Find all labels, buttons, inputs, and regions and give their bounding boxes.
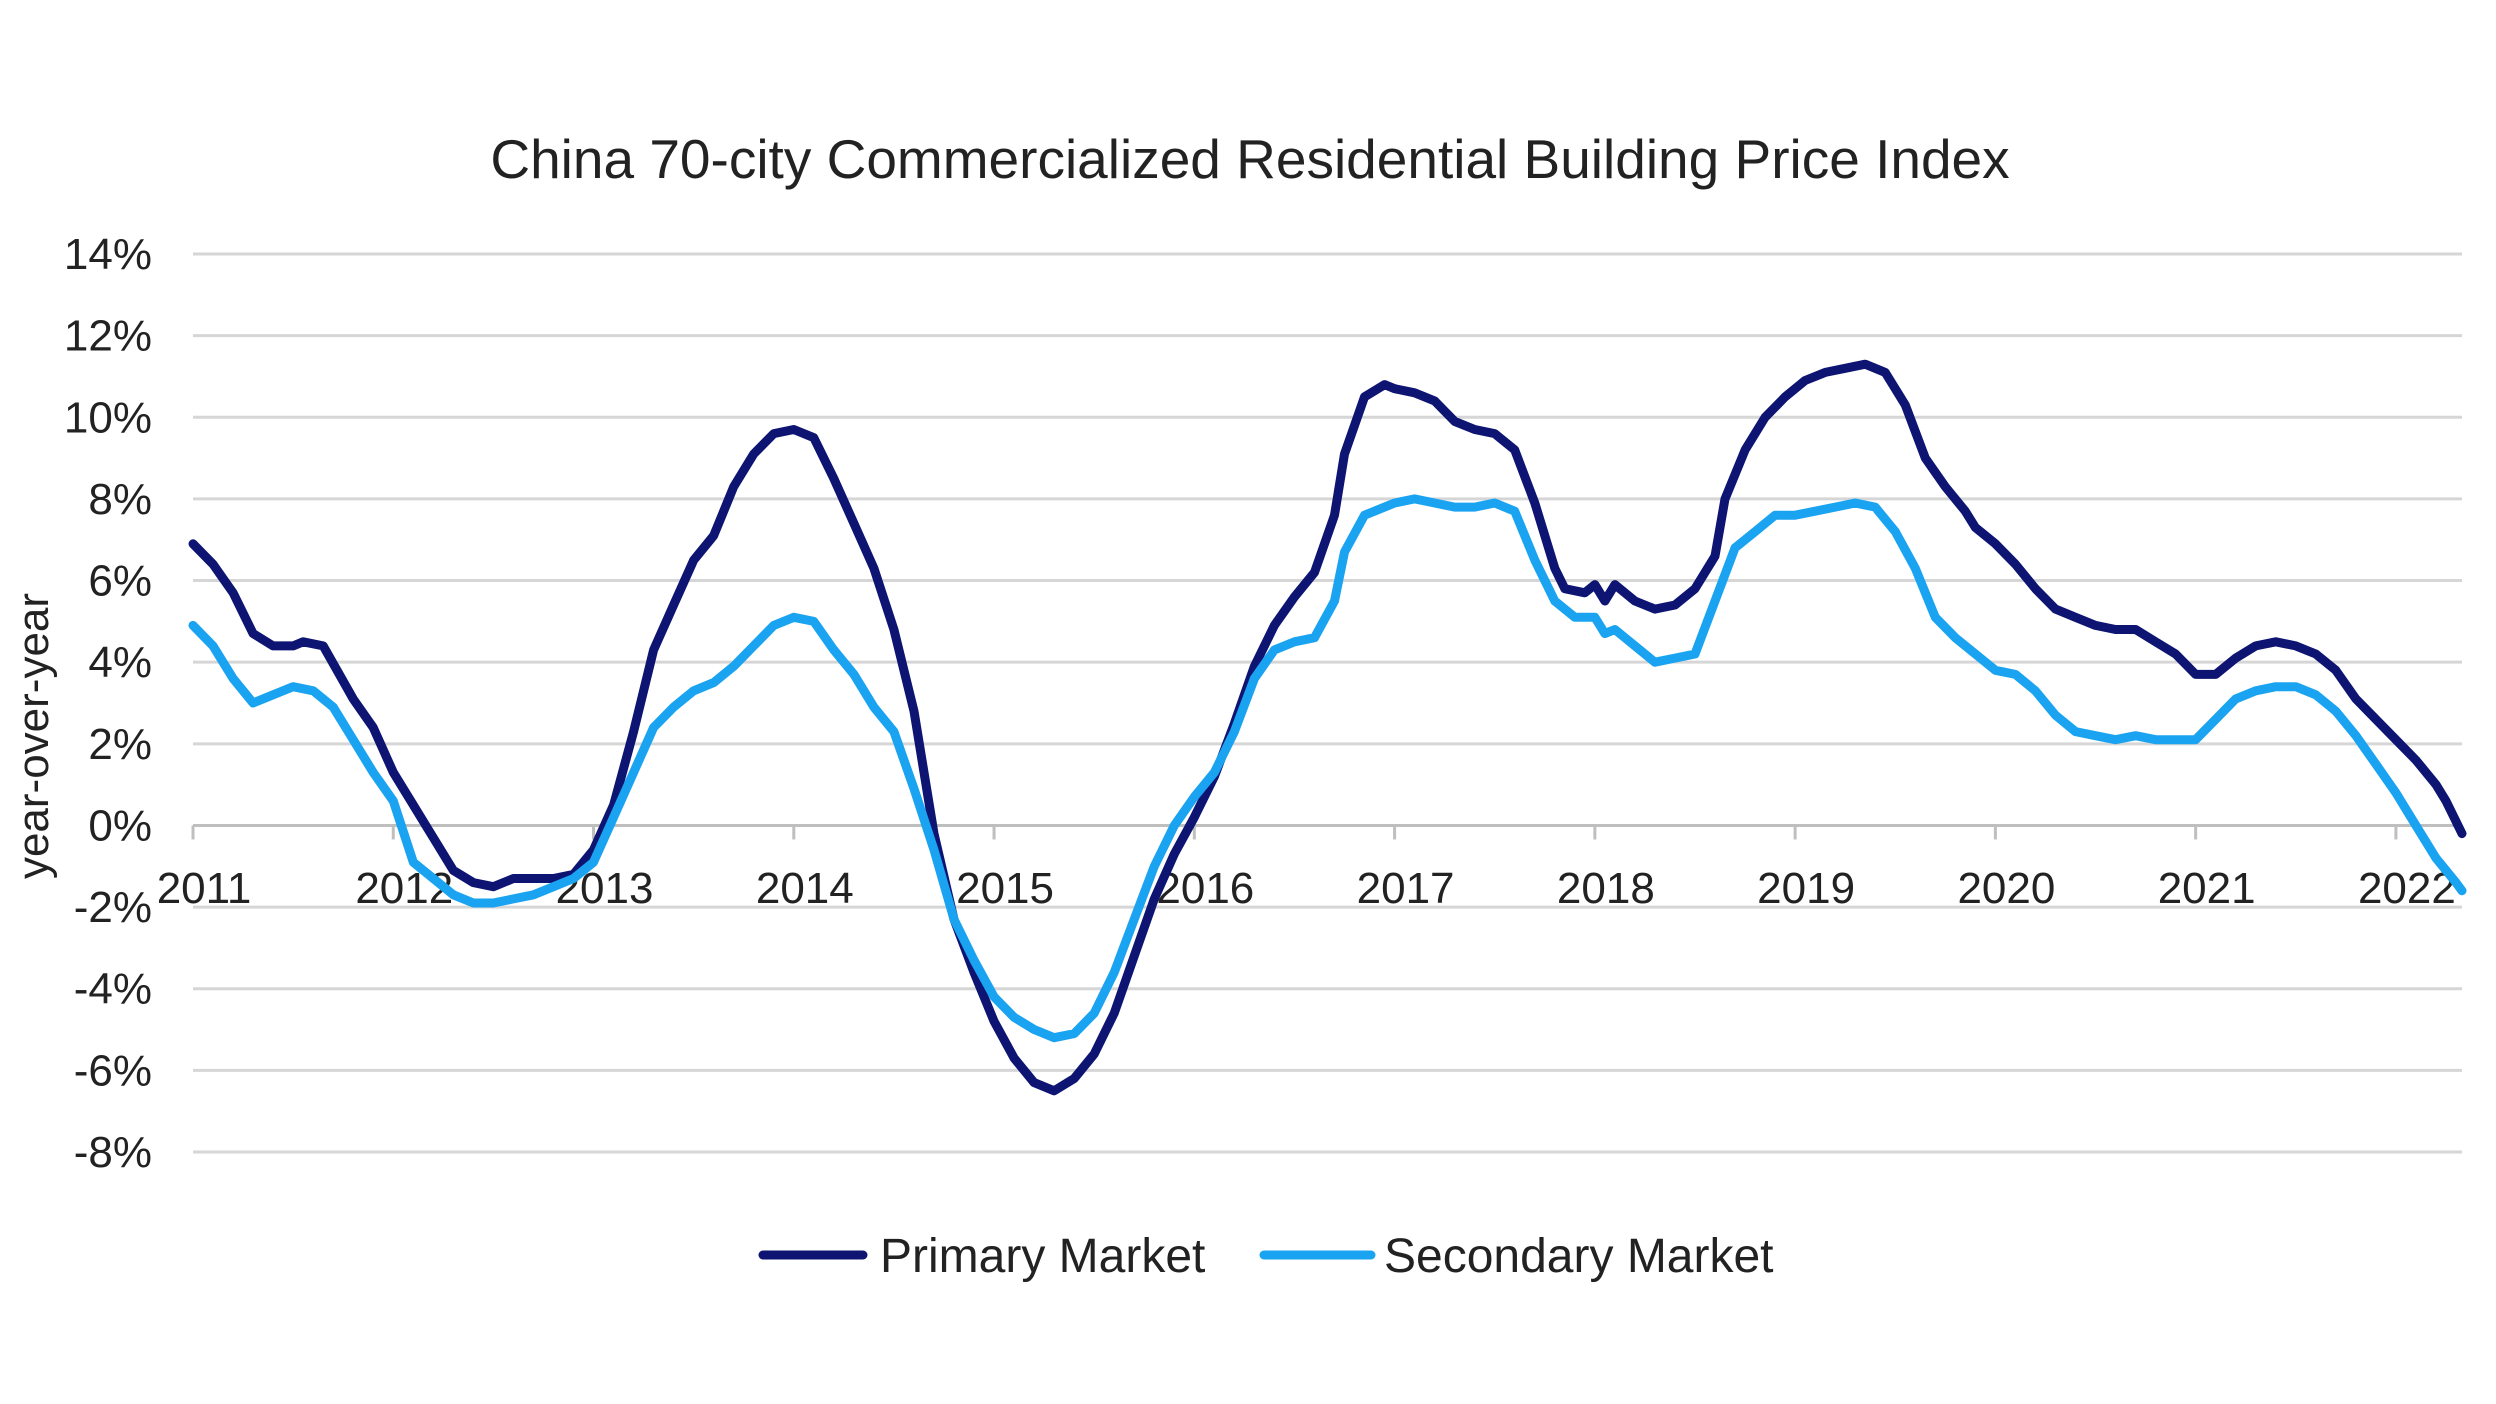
gridlines: [193, 252, 2462, 1154]
x-axis: 2011 2012 2013 2014 2015 2016 2017 2018 2019 2020…: [157, 823, 2462, 913]
primary-market-line: [188, 359, 2467, 1096]
chart-title: China 70-city Commercialized Residential…: [490, 128, 2009, 190]
y-tick-label: 12%: [64, 312, 152, 361]
x-tick-label: 2016: [1156, 864, 1254, 913]
y-axis-ticks: 14% 12% 10% 8% 6% 4% 2% 0% -2% -4% -6% -8%: [64, 230, 152, 1177]
y-axis-label: year-over-year: [9, 593, 58, 879]
y-tick-label: 10%: [64, 393, 152, 442]
y-tick-label: 14%: [64, 230, 152, 279]
y-tick-label: 8%: [88, 475, 152, 524]
legend-label: Secondary Market: [1384, 1230, 1774, 1283]
legend: Primary Market Secondary Market: [758, 1230, 1774, 1283]
x-tick-label: 2019: [1757, 864, 1855, 913]
x-tick-label: 2018: [1557, 864, 1655, 913]
x-tick-label: 2011: [157, 864, 252, 913]
y-tick-label: 0%: [88, 801, 152, 850]
x-tick-label: 2022: [2358, 864, 2456, 913]
y-tick-label: 4%: [88, 638, 152, 687]
y-tick-label: -4%: [74, 965, 152, 1014]
y-tick-label: 2%: [88, 720, 152, 769]
x-tick-label: 2012: [355, 864, 453, 913]
y-tick-label: -6%: [74, 1046, 152, 1095]
legend-label: Primary Market: [880, 1230, 1205, 1283]
y-tick-label: -2%: [74, 883, 152, 932]
secondary-market-line: [188, 494, 2467, 1043]
x-tick-label: 2017: [1357, 864, 1455, 913]
y-tick-label: -8%: [74, 1128, 152, 1177]
x-tick-label: 2015: [956, 864, 1054, 913]
x-tick-label: 2014: [756, 864, 854, 913]
x-tick-label: 2021: [2158, 864, 2256, 913]
y-tick-label: 6%: [88, 557, 152, 606]
x-tick-label: 2020: [1957, 864, 2055, 913]
series-lines: [188, 359, 2467, 1096]
